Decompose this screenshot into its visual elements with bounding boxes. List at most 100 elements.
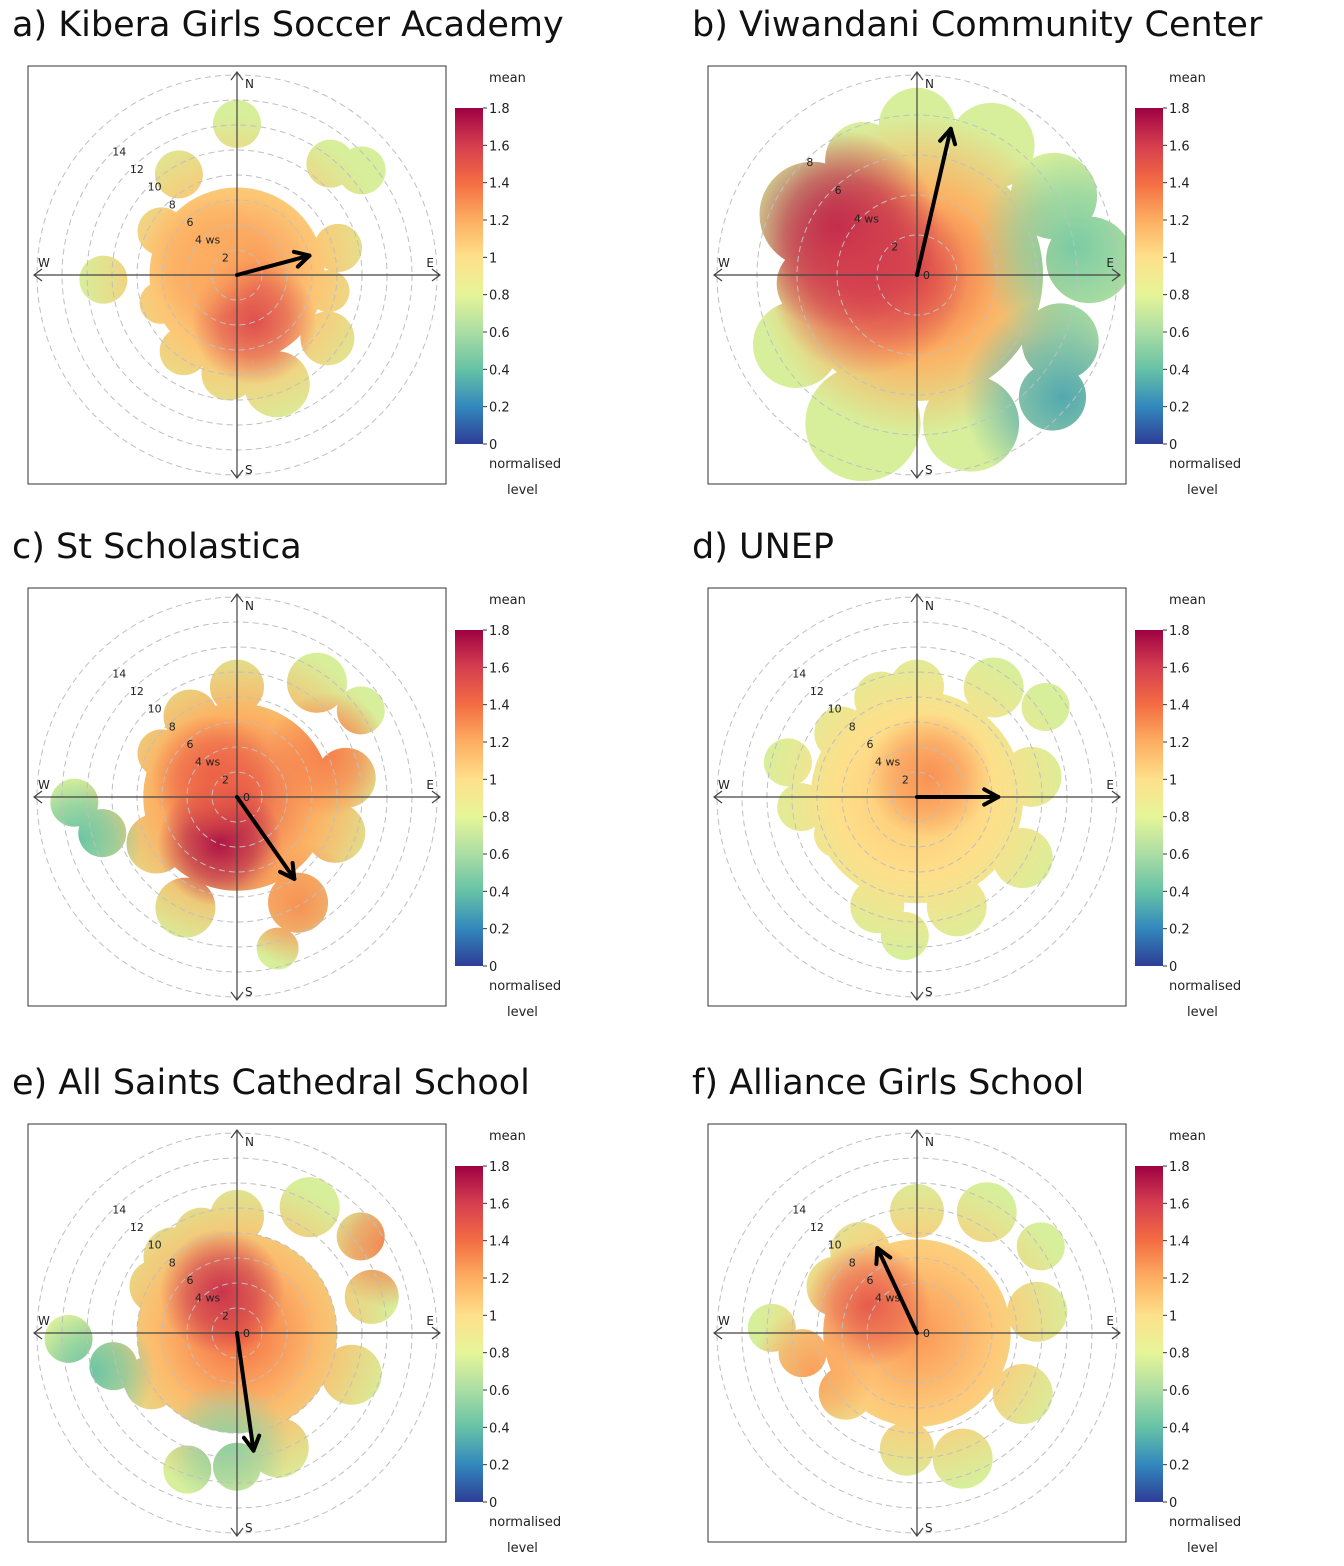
radial-tick-label: 10: [148, 703, 162, 716]
hotspot: [962, 297, 1126, 482]
compass-label-s: S: [925, 1521, 933, 1535]
mean-vector-arrowhead: [874, 1246, 893, 1267]
compass-label-e: E: [426, 256, 434, 270]
axis-arrowhead: [230, 71, 244, 81]
axis-arrowhead: [1111, 268, 1121, 282]
plot-frame: [27, 1123, 447, 1543]
axis-arrowhead: [910, 71, 924, 81]
compass-label-s: S: [925, 463, 933, 477]
colorbar-sublabel-1: normalised: [489, 1515, 561, 1530]
colorbar-title: mean: [489, 71, 526, 86]
colorbar-tick-label: 0.4: [489, 1421, 510, 1436]
colorbar-tick-label: 0.4: [1169, 885, 1190, 900]
compass-label-n: N: [245, 77, 254, 91]
colorbar-tick-label: 1.4: [1169, 1235, 1190, 1250]
radial-tick-label: 2: [902, 773, 909, 786]
radial-tick-label: 14: [112, 1203, 126, 1216]
colorbar-tick-label: 0: [1169, 438, 1177, 453]
colorbar-title: mean: [489, 593, 526, 608]
axis-arrowhead: [910, 1527, 924, 1537]
axis-arrowhead: [230, 991, 244, 1001]
colorbar-tick-label: 1.2: [489, 214, 510, 229]
colorbar-sublabel-2: level: [1187, 483, 1218, 498]
axis-arrowhead: [910, 991, 924, 1001]
compass-label-n: N: [925, 599, 934, 613]
radial-tick-label: 8: [169, 198, 176, 211]
radial-tick-label: 8: [169, 720, 176, 733]
compass-label-w: W: [38, 1314, 50, 1328]
radial-tick-label: 8: [849, 720, 856, 733]
radial-tick-label: 6: [186, 1274, 193, 1287]
axis-arrowhead: [1111, 1326, 1121, 1340]
colorbar-sublabel-1: normalised: [1169, 457, 1241, 472]
hotspot: [164, 1382, 290, 1494]
radial-tick-label: 14: [792, 667, 806, 680]
compass-label-n: N: [925, 77, 934, 91]
radial-tick-label: 0: [923, 1327, 930, 1340]
colorbar-title: mean: [1169, 71, 1206, 86]
colorbar-tick-label: 0.6: [489, 848, 510, 863]
polar-plot-chart: N S W E 0 2 4 ws 6 8 mean 0 0.2 0.4 0.6 0.8 1 1.2 1.4 1.6 1…: [707, 65, 1241, 498]
colorbar-tick-label: 1.2: [1169, 214, 1190, 229]
axis-arrowhead: [431, 1326, 441, 1340]
radial-tick-label: 6: [186, 738, 193, 751]
colorbar-tick-label: 1.4: [489, 1235, 510, 1250]
colorbar-tick-label: 0.2: [1169, 923, 1190, 938]
radial-tick-label: 12: [130, 685, 144, 698]
mean-vector-arrowhead: [938, 126, 958, 147]
compass-label-e: E: [1106, 1314, 1114, 1328]
colorbar-tick-label: 1: [1169, 1309, 1177, 1324]
colorbar-sublabel-2: level: [1187, 1005, 1218, 1020]
radial-tick-label: 6: [835, 184, 842, 197]
radial-tick-label: 12: [130, 163, 144, 176]
colorbar-tick-label: 0.4: [489, 363, 510, 378]
colorbar-tick-label: 1: [1169, 251, 1177, 266]
radial-tick-label: 10: [148, 1239, 162, 1252]
axis-arrowhead: [713, 268, 723, 282]
colorbar: [455, 630, 483, 966]
radial-tick-label: 6: [866, 1274, 873, 1287]
axis-arrowhead: [431, 790, 441, 804]
mean-vector-arrowhead: [278, 861, 297, 881]
radial-tick-label: 10: [148, 181, 162, 194]
compass-label-s: S: [245, 1521, 253, 1535]
axis-arrowhead: [230, 1527, 244, 1537]
colorbar-tick-label: 1.8: [1169, 1160, 1190, 1175]
colorbar-tick-label: 1.8: [1169, 102, 1190, 117]
colorbar-tick-label: 0.6: [489, 1384, 510, 1399]
hotspot: [142, 193, 268, 319]
radial-tick-label: 6: [866, 738, 873, 751]
colorbar-tick-label: 0.2: [489, 923, 510, 938]
colorbar-sublabel-2: level: [507, 1541, 538, 1556]
mean-vector-arrowhead: [291, 249, 312, 269]
plot-frame: [707, 65, 1127, 485]
radial-tick-label: 2: [222, 1309, 229, 1322]
axis-arrowhead: [431, 268, 441, 282]
colorbar-tick-label: 1.2: [489, 736, 510, 751]
radial-tick-label: 2: [222, 773, 229, 786]
radial-tick-label: 4 ws: [195, 756, 220, 769]
colorbar-title: mean: [1169, 593, 1206, 608]
colorbar-tick-label: 0: [489, 1496, 497, 1511]
colorbar-tick-label: 0.6: [489, 326, 510, 341]
colorbar-tick-label: 0.8: [1169, 1347, 1190, 1362]
colorbar-tick-label: 0.4: [489, 885, 510, 900]
colorbar-tick-label: 1.4: [1169, 699, 1190, 714]
colorbar-tick-label: 1: [489, 773, 497, 788]
colorbar-tick-label: 1.2: [489, 1272, 510, 1287]
hotspot: [748, 1308, 874, 1434]
axis-arrowhead: [230, 469, 244, 479]
colorbar-tick-label: 0.8: [489, 1347, 510, 1362]
plot-frame: [707, 587, 1127, 1007]
colorbar-tick-label: 1.2: [1169, 1272, 1190, 1287]
colorbar-tick-label: 0.8: [489, 811, 510, 826]
colorbar: [455, 108, 483, 444]
colorbar-tick-label: 0.6: [1169, 326, 1190, 341]
colorbar: [1135, 108, 1163, 444]
colorbar-tick-label: 1.8: [489, 1160, 510, 1175]
